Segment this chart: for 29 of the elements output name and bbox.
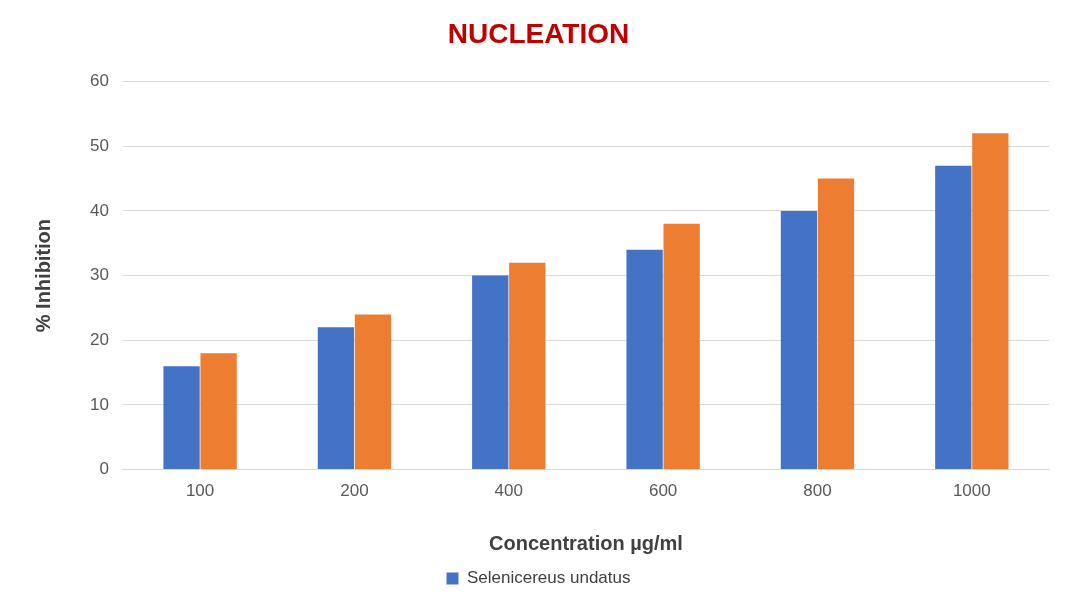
y-tick-label: 40 [89, 200, 109, 220]
bar [509, 262, 546, 470]
x-tick-label: 600 [648, 481, 678, 501]
y-tick-label: 30 [89, 265, 109, 285]
bar [935, 165, 972, 470]
bar [163, 366, 200, 470]
bar [317, 327, 355, 470]
x-axis-title: Concentration µg/ml [489, 531, 683, 554]
bar [663, 223, 700, 470]
bar [200, 353, 237, 470]
x-tick-label: 1000 [952, 481, 991, 501]
bar [817, 178, 855, 470]
chart-title: NUCLEATION [447, 17, 630, 49]
bar [626, 249, 663, 470]
legend-label: Selenicereus undatus [467, 568, 631, 588]
x-tick-label: 100 [185, 481, 215, 501]
y-tick-label: 20 [89, 329, 109, 349]
x-tick-label: 800 [803, 481, 832, 501]
bar [354, 314, 392, 470]
y-tick-label: 10 [89, 394, 109, 414]
x-tick-label: 400 [494, 481, 523, 501]
y-axis-title: % Inhibition [31, 218, 54, 333]
y-tick-label: 0 [99, 459, 109, 479]
bar [780, 210, 818, 470]
x-tick-label: 200 [340, 481, 369, 501]
bar [972, 133, 1009, 470]
y-tick-label: 60 [89, 71, 109, 91]
y-tick-label: 50 [89, 135, 109, 155]
bar [472, 275, 509, 470]
